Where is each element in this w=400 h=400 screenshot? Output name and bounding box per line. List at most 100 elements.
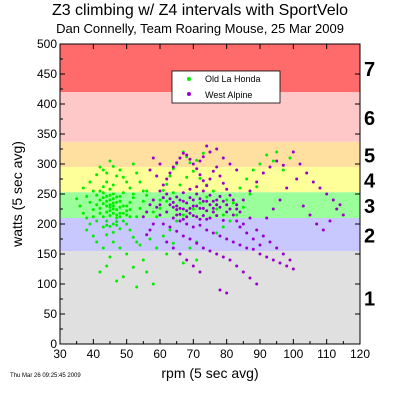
data-point [291,150,295,154]
x-tick-label: 60 [153,347,167,361]
data-point [125,180,129,184]
data-point [218,205,222,209]
data-point [138,243,142,247]
data-point [205,209,209,213]
data-point [178,252,182,256]
data-point [111,183,115,187]
data-point [315,222,319,226]
data-point [108,159,112,163]
data-point [118,199,122,203]
data-point [201,179,205,183]
data-point [155,205,159,209]
data-point [241,270,245,274]
data-point [118,211,122,215]
y-tick-label: 250 [37,187,57,201]
data-point [245,246,249,250]
data-point [148,203,152,207]
data-point [188,187,192,191]
data-point [205,195,209,199]
data-point [158,198,162,202]
data-point [135,215,139,219]
data-point [275,159,279,163]
data-point [111,222,115,226]
data-point [218,194,222,198]
data-point [218,174,222,178]
data-point [121,191,125,195]
legend-marker-old-la-honda [187,77,191,81]
data-point [191,162,195,166]
data-point [275,150,279,154]
data-point [325,192,329,196]
data-point [91,215,95,219]
data-point [198,159,202,163]
data-point [95,173,99,177]
legend-label-old-la-honda: Old La Honda [205,74,261,84]
data-point [198,270,202,274]
zone-label-6: 6 [364,108,375,130]
data-point [221,218,225,222]
data-point [108,193,112,197]
legend-label-west-alpine: West Alpine [205,90,252,100]
data-point [155,215,159,219]
zone-labels: 1 2 3 4 5 6 7 [364,59,376,311]
data-point [235,207,239,211]
data-point [161,234,165,238]
data-point [255,282,259,286]
data-point [198,197,202,201]
data-point [145,210,149,214]
data-point [215,252,219,256]
data-point [248,276,252,280]
data-point [191,214,195,218]
data-point [165,192,169,196]
data-point [188,246,192,250]
data-point [328,219,332,223]
zone-label-2: 2 [364,226,375,248]
x-tick-label: 30 [53,347,67,361]
data-point [111,201,115,205]
data-point [75,197,79,201]
data-point [105,171,109,175]
data-point [105,199,109,203]
data-point [178,183,182,187]
data-point [195,167,199,171]
data-point [171,241,175,245]
data-point [151,210,155,214]
data-point [185,215,189,219]
data-point [161,188,165,192]
data-point [108,209,112,213]
data-point [205,144,209,148]
data-point [128,228,132,232]
y-tick-label: 300 [37,157,57,171]
zone-label-4: 4 [364,171,376,193]
data-point [88,222,92,226]
data-point [171,191,175,195]
data-point [178,206,182,210]
data-point [128,208,132,212]
data-point [98,211,102,215]
y-tick-label: 50 [44,307,58,321]
data-point [245,177,249,181]
data-point [91,189,95,193]
legend-box [171,70,281,104]
y-tick-label: 100 [37,277,57,291]
data-point [175,208,179,212]
data-point [95,219,99,223]
data-point [101,196,105,200]
data-point [225,198,229,202]
y-tick-label: 200 [37,217,57,231]
data-point [135,240,139,244]
data-point [218,288,222,292]
data-point [111,192,115,196]
data-point [131,235,135,239]
y-axis-label: watts (5 sec avg) [9,141,25,248]
data-point [141,258,145,262]
data-point [118,215,122,219]
data-point [271,258,275,262]
data-point [211,231,215,235]
data-point [238,243,242,247]
zone-label-3: 3 [364,196,375,218]
data-point [168,171,172,175]
data-point [215,147,219,151]
data-point [175,161,179,165]
data-point [171,200,175,204]
